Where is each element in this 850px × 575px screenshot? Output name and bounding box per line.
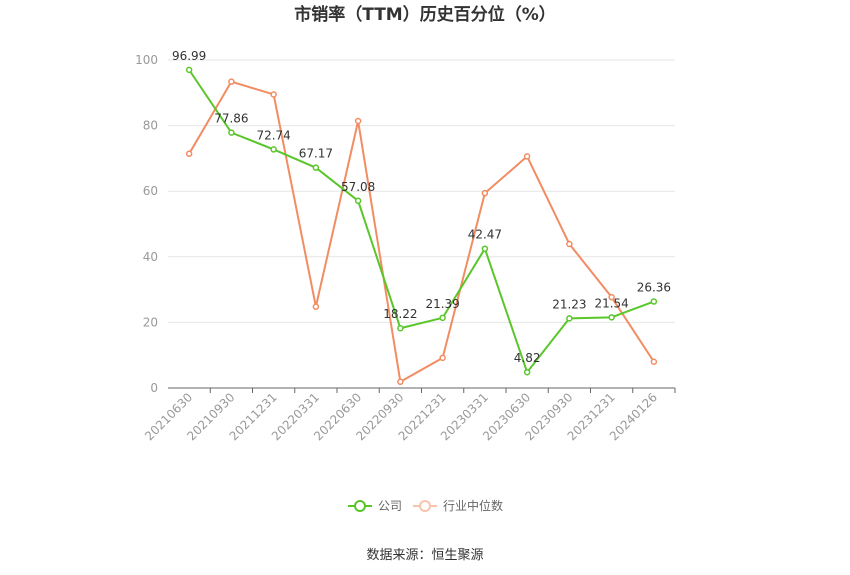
data-point-industry-median[interactable] — [185, 150, 193, 158]
legend-label-company: 公司 — [378, 499, 402, 513]
data-point-company[interactable] — [185, 66, 193, 74]
data-labels: 96.99 77.86 72.74 67.17 57.08 18.22 21.39 42.47… — [172, 49, 671, 365]
data-label: 57.08 — [341, 180, 375, 194]
y-tick-label: 20 — [143, 315, 158, 329]
data-label: 4.82 — [514, 351, 541, 365]
data-point-industry-median[interactable] — [523, 153, 531, 160]
source-note: 数据来源：恒生聚源 — [366, 548, 483, 563]
legend-item-industry-median[interactable]: 行业中位数 — [413, 498, 503, 513]
legend-label-industry-median: 行业中位数 — [443, 498, 503, 513]
data-label: 26.36 — [637, 281, 671, 295]
data-label: 67.17 — [299, 147, 333, 161]
data-label: 18.22 — [383, 307, 417, 321]
data-point-industry-median[interactable] — [566, 240, 573, 248]
y-tick-label: 0 — [150, 381, 158, 395]
data-label: 72.74 — [256, 128, 290, 142]
data-point-company[interactable] — [439, 314, 446, 322]
data-point-industry-median[interactable] — [481, 189, 489, 197]
data-point-company[interactable] — [354, 197, 362, 205]
y-tick-label: 40 — [143, 250, 158, 264]
grid-lines — [168, 59, 675, 323]
data-point-company[interactable] — [397, 324, 404, 332]
series-line-industry-median — [188, 80, 655, 383]
data-point-industry-median[interactable] — [354, 117, 362, 125]
data-point-company[interactable] — [608, 314, 615, 321]
data-point-company[interactable] — [523, 368, 531, 376]
data-label: 96.99 — [172, 49, 206, 63]
y-tick-label: 60 — [143, 184, 158, 198]
data-point-company[interactable] — [312, 164, 320, 171]
legend-marker-industry-median — [419, 500, 431, 512]
data-label: 21.54 — [594, 296, 628, 310]
data-point-industry-median[interactable] — [397, 378, 404, 386]
data-label: 21.39 — [425, 297, 459, 311]
data-point-industry-median[interactable] — [650, 358, 658, 366]
series-line-company — [188, 69, 655, 374]
legend[interactable]: 公司 行业中位数 — [348, 498, 503, 513]
data-label: 77.86 — [214, 112, 248, 126]
data-point-industry-median[interactable] — [608, 293, 615, 301]
data-point-company[interactable] — [650, 298, 658, 305]
y-tick-label: 80 — [143, 119, 158, 133]
data-point-industry-median[interactable] — [439, 354, 446, 362]
data-point-industry-median[interactable] — [312, 303, 320, 310]
data-point-industry-median[interactable] — [270, 91, 277, 98]
data-point-company[interactable] — [481, 245, 489, 252]
data-point-company[interactable] — [228, 129, 235, 136]
data-point-company[interactable] — [566, 315, 573, 322]
data-point-industry-median[interactable] — [228, 78, 235, 85]
data-label: 21.23 — [552, 297, 586, 311]
data-point-company[interactable] — [270, 146, 277, 153]
y-tick-label: 100 — [135, 53, 158, 67]
chart-title: 市销率（TTM）历史百分位（%） — [294, 4, 556, 25]
legend-item-company[interactable]: 公司 — [348, 499, 402, 513]
data-label: 42.47 — [468, 228, 502, 242]
legend-marker-company — [354, 500, 366, 512]
series-layer — [185, 66, 658, 386]
